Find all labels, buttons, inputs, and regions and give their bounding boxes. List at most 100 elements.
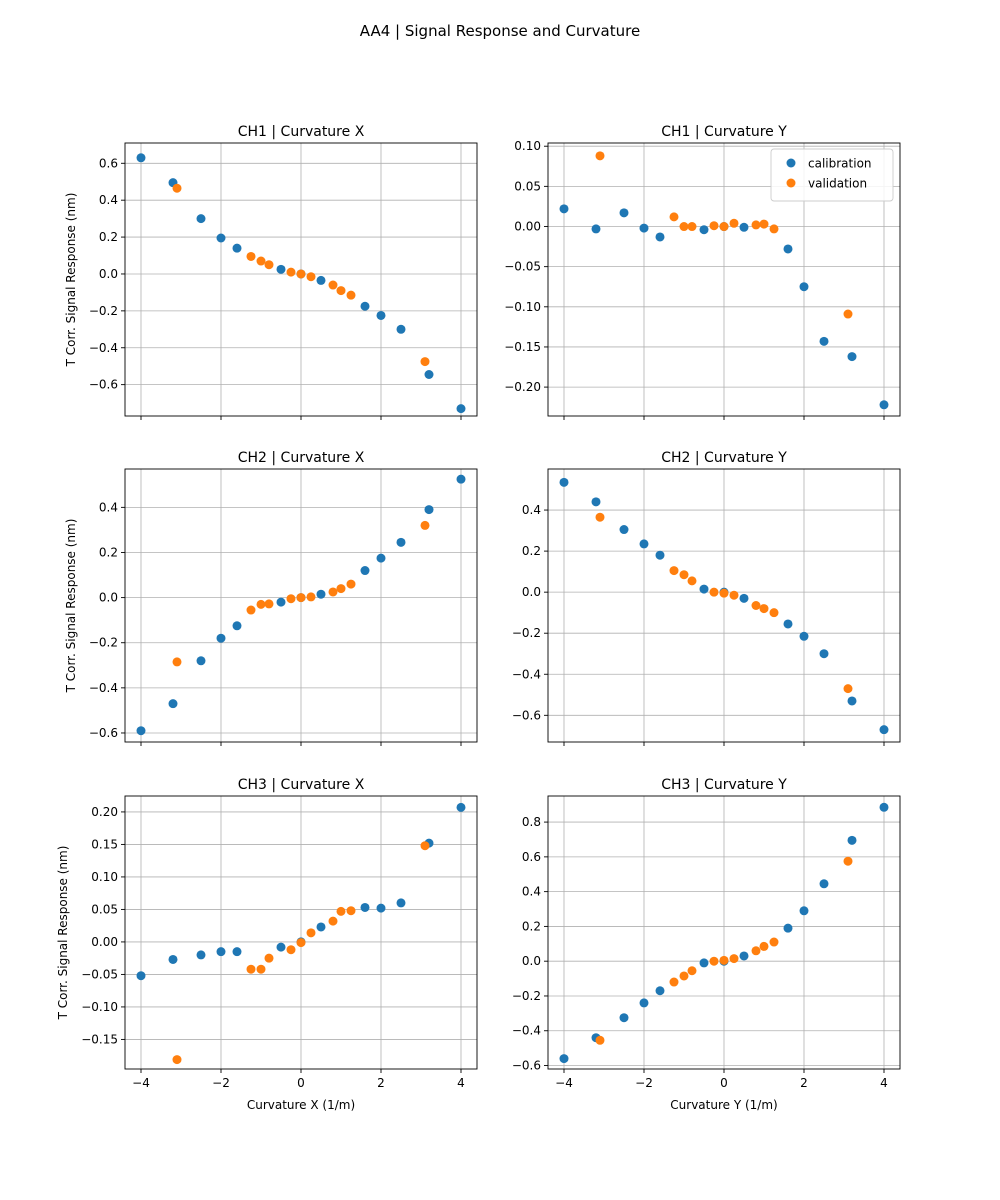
validation-point bbox=[751, 946, 761, 956]
calibration-point bbox=[655, 986, 665, 996]
validation-point bbox=[306, 272, 316, 282]
validation-point bbox=[679, 570, 689, 580]
validation-point bbox=[286, 267, 296, 277]
calibration-point bbox=[879, 400, 889, 410]
calibration-point bbox=[699, 225, 709, 235]
x-axis-label: Curvature Y (1/m) bbox=[670, 1098, 777, 1112]
calibration-point bbox=[783, 619, 793, 629]
validation-point bbox=[346, 906, 356, 916]
calibration-point bbox=[739, 951, 749, 961]
validation-point bbox=[246, 605, 256, 615]
calibration-point bbox=[396, 324, 406, 334]
calibration-point bbox=[396, 898, 406, 908]
calibration-point bbox=[456, 474, 466, 484]
y-tick-label: −0.4 bbox=[512, 1024, 541, 1038]
y-tick-label: 0.05 bbox=[91, 902, 118, 916]
subplot-title: CH2 | Curvature Y bbox=[661, 450, 787, 466]
y-tick-label: 0.0 bbox=[99, 267, 118, 281]
calibration-point bbox=[559, 477, 569, 487]
calibration-point bbox=[799, 631, 809, 641]
y-tick-label: 0.4 bbox=[522, 503, 541, 517]
validation-point bbox=[172, 1055, 182, 1065]
calibration-point bbox=[619, 1013, 629, 1023]
validation-point bbox=[759, 219, 769, 229]
y-tick-label: 0.4 bbox=[99, 500, 118, 514]
validation-point bbox=[769, 937, 779, 947]
calibration-point bbox=[559, 204, 569, 214]
validation-point bbox=[264, 953, 274, 963]
y-tick-label: 0.0 bbox=[522, 954, 541, 968]
calibration-point bbox=[739, 222, 749, 232]
y-tick-label: 0.10 bbox=[514, 139, 541, 153]
subplot-title: CH1 | Curvature Y bbox=[661, 124, 787, 140]
y-tick-label: 0.6 bbox=[99, 156, 118, 170]
calibration-point bbox=[316, 589, 326, 599]
x-tick-label: 2 bbox=[377, 1076, 385, 1090]
calibration-point bbox=[655, 550, 665, 560]
subplot-2: −0.20 −0.15 −0.10 −0.05 0.00 0.05 0.10 CH1 | Cu… bbox=[504, 124, 901, 420]
validation-point bbox=[719, 955, 729, 965]
calibration-point bbox=[799, 906, 809, 916]
y-tick-label: −0.15 bbox=[81, 1032, 118, 1046]
validation-point bbox=[709, 956, 719, 966]
validation-point bbox=[286, 594, 296, 604]
legend-box bbox=[770, 148, 894, 202]
y-tick-label: −0.4 bbox=[89, 681, 118, 695]
y-tick-label: −0.6 bbox=[89, 378, 118, 392]
y-tick-label: −0.6 bbox=[89, 726, 118, 740]
calibration-point bbox=[216, 633, 226, 643]
y-tick-label: 0.0 bbox=[99, 591, 118, 605]
x-tick-label: 0 bbox=[720, 1076, 728, 1090]
validation-point bbox=[729, 590, 739, 600]
validation-point bbox=[336, 584, 346, 594]
x-tick-label: −2 bbox=[635, 1076, 653, 1090]
validation-point bbox=[296, 938, 306, 948]
validation-point bbox=[595, 512, 605, 522]
calibration-point bbox=[879, 802, 889, 812]
calibration-point bbox=[276, 942, 286, 952]
validation-point bbox=[679, 971, 689, 981]
x-tick-label: −2 bbox=[212, 1076, 230, 1090]
legend-marker-validation bbox=[786, 178, 796, 188]
calibration-point bbox=[799, 282, 809, 292]
validation-point bbox=[669, 566, 679, 576]
calibration-point bbox=[136, 726, 146, 736]
validation-point bbox=[172, 183, 182, 193]
validation-point bbox=[687, 576, 697, 586]
validation-point bbox=[843, 309, 853, 319]
calibration-point bbox=[699, 958, 709, 968]
calibration-point bbox=[376, 553, 386, 563]
calibration-point bbox=[216, 947, 226, 957]
validation-point bbox=[306, 592, 316, 602]
calibration-point bbox=[232, 243, 242, 253]
x-tick-label: 4 bbox=[880, 1076, 888, 1090]
calibration-point bbox=[424, 505, 434, 515]
validation-point bbox=[687, 222, 697, 232]
calibration-point bbox=[376, 903, 386, 913]
validation-point bbox=[286, 945, 296, 955]
subplot-title: CH3 | Curvature X bbox=[238, 777, 365, 793]
validation-point bbox=[709, 221, 719, 231]
y-tick-label: −0.6 bbox=[512, 1059, 541, 1073]
calibration-point bbox=[619, 525, 629, 535]
validation-point bbox=[306, 928, 316, 938]
calibration-point bbox=[699, 584, 709, 594]
calibration-point bbox=[276, 597, 286, 607]
validation-point bbox=[595, 1035, 605, 1045]
validation-point bbox=[346, 579, 356, 589]
calibration-point bbox=[639, 539, 649, 549]
y-tick-label: −0.20 bbox=[504, 380, 541, 394]
subplot-5: −4 −2 0 2 4 −0.15 −0.10 −0.05 0.00 0.05 0.10 0.15 0.… bbox=[56, 777, 478, 1112]
calibration-point bbox=[196, 656, 206, 666]
calibration-point bbox=[276, 264, 286, 274]
calibration-point bbox=[316, 275, 326, 285]
validation-point bbox=[595, 151, 605, 161]
y-tick-label: 0.10 bbox=[91, 870, 118, 884]
subplot-4: −0.6 −0.4 −0.2 0.0 0.2 0.4 CH2 | Curvature Y bbox=[512, 450, 901, 746]
x-tick-label: 4 bbox=[457, 1076, 465, 1090]
calibration-point bbox=[591, 497, 601, 507]
validation-point bbox=[328, 587, 338, 597]
y-tick-label: 0.2 bbox=[99, 545, 118, 559]
y-tick-label: 0.2 bbox=[99, 230, 118, 244]
